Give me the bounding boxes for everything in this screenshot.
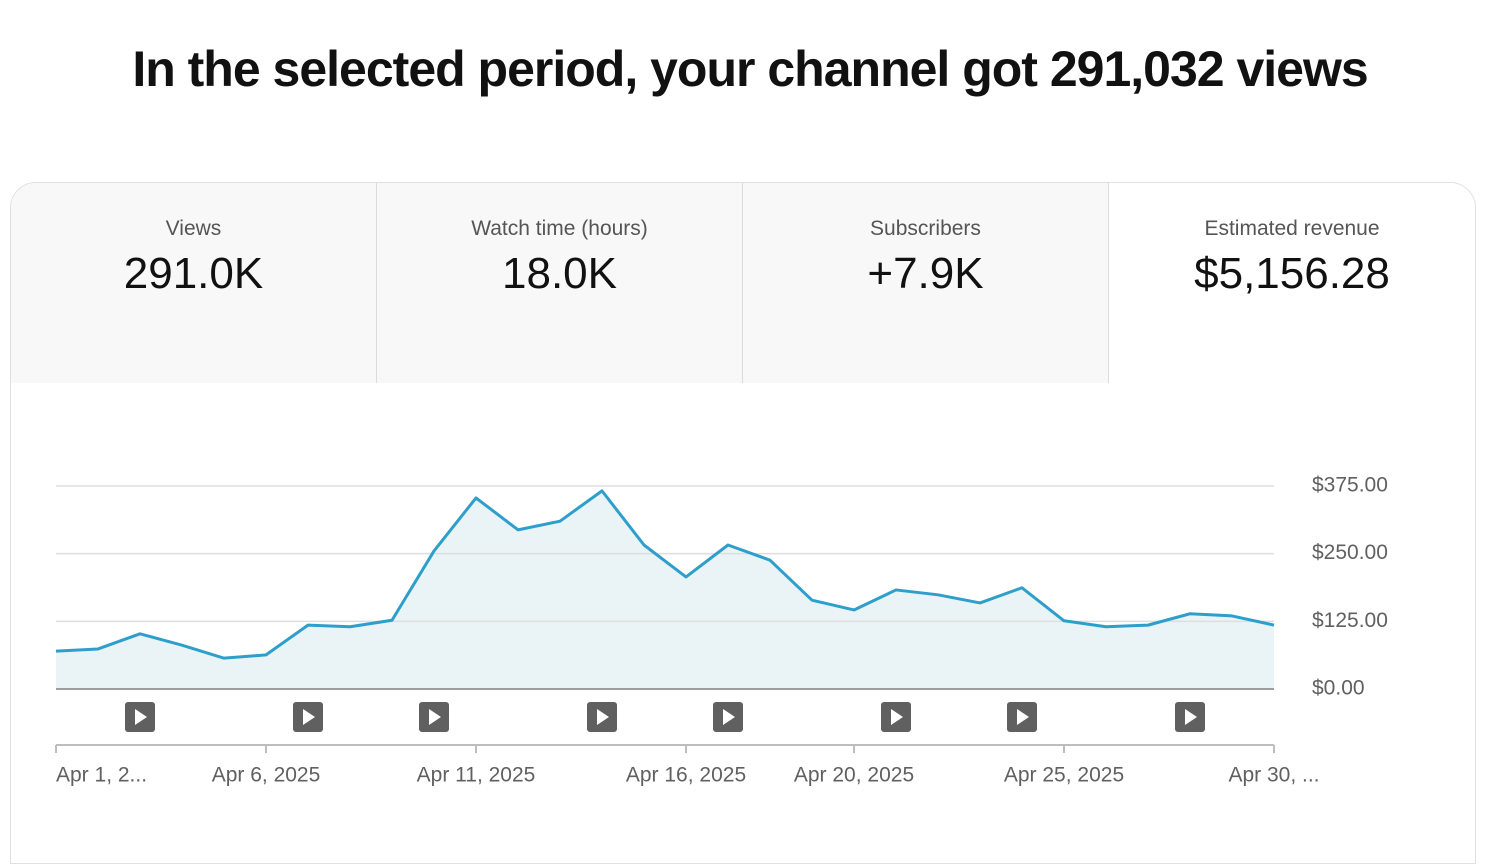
metric-tab[interactable]: Watch time (hours) 18.0K bbox=[377, 183, 743, 383]
video-marker[interactable] bbox=[1175, 702, 1205, 732]
y-tick-label: $125.00 bbox=[1312, 609, 1388, 632]
x-tick-label: Apr 6, 2025 bbox=[212, 764, 321, 787]
video-marker[interactable] bbox=[713, 702, 743, 732]
metric-tab[interactable]: Estimated revenue $5,156.28 bbox=[1109, 183, 1475, 383]
metric-label: Watch time (hours) bbox=[471, 217, 648, 240]
video-icon-play bbox=[1017, 709, 1029, 725]
x-tick-label: Apr 11, 2025 bbox=[417, 764, 536, 787]
page-title: In the selected period, your channel got… bbox=[132, 41, 1368, 97]
metric-value: 18.0K bbox=[502, 249, 617, 298]
x-tick-label: Apr 30, ... bbox=[1228, 764, 1319, 787]
video-marker[interactable] bbox=[419, 702, 449, 732]
page: {"header": {"title": "In the selected pe… bbox=[10, 41, 1476, 864]
metric-label: Subscribers bbox=[870, 217, 981, 240]
video-icon-play bbox=[891, 709, 903, 725]
metric-value: $5,156.28 bbox=[1194, 249, 1390, 298]
area-fill bbox=[56, 490, 1274, 689]
metric-value: +7.9K bbox=[867, 249, 984, 298]
data-line bbox=[55, 489, 1275, 660]
metric-tab[interactable]: Views 291.0K bbox=[11, 183, 377, 383]
x-tick-label: Apr 1, 2... bbox=[56, 764, 147, 787]
video-icon-play bbox=[723, 709, 735, 725]
video-marker[interactable] bbox=[125, 702, 155, 732]
metric-tab[interactable]: Subscribers +7.9K bbox=[743, 183, 1109, 383]
video-icon-play bbox=[303, 709, 315, 725]
x-tick-label: Apr 25, 2025 bbox=[1004, 764, 1124, 787]
video-marker[interactable] bbox=[293, 702, 323, 732]
video-icon-play bbox=[429, 709, 441, 725]
y-tick-label: $375.00 bbox=[1312, 474, 1388, 497]
analytics-panel: Views 291.0K Watch time (hours) 18.0K Su… bbox=[10, 182, 1476, 864]
video-marker[interactable] bbox=[1007, 702, 1037, 732]
metric-label: Estimated revenue bbox=[1204, 217, 1380, 240]
y-tick-label: $0.00 bbox=[1312, 677, 1365, 700]
video-icon-play bbox=[1185, 709, 1197, 725]
metric-value: 291.0K bbox=[123, 249, 264, 298]
video-icon-play bbox=[597, 709, 609, 725]
x-tick-label: Apr 16, 2025 bbox=[626, 764, 746, 787]
video-icon-play bbox=[135, 709, 147, 725]
y-tick-label: $250.00 bbox=[1312, 541, 1388, 564]
chart: $0.00 $125.00 $250.00 $375.00 Apr 1, 2... Apr… bbox=[55, 474, 1388, 787]
x-tick-label: Apr 20, 2025 bbox=[794, 764, 914, 787]
video-marker[interactable] bbox=[587, 702, 617, 732]
video-marker[interactable] bbox=[881, 702, 911, 732]
metric-label: Views bbox=[165, 217, 222, 240]
